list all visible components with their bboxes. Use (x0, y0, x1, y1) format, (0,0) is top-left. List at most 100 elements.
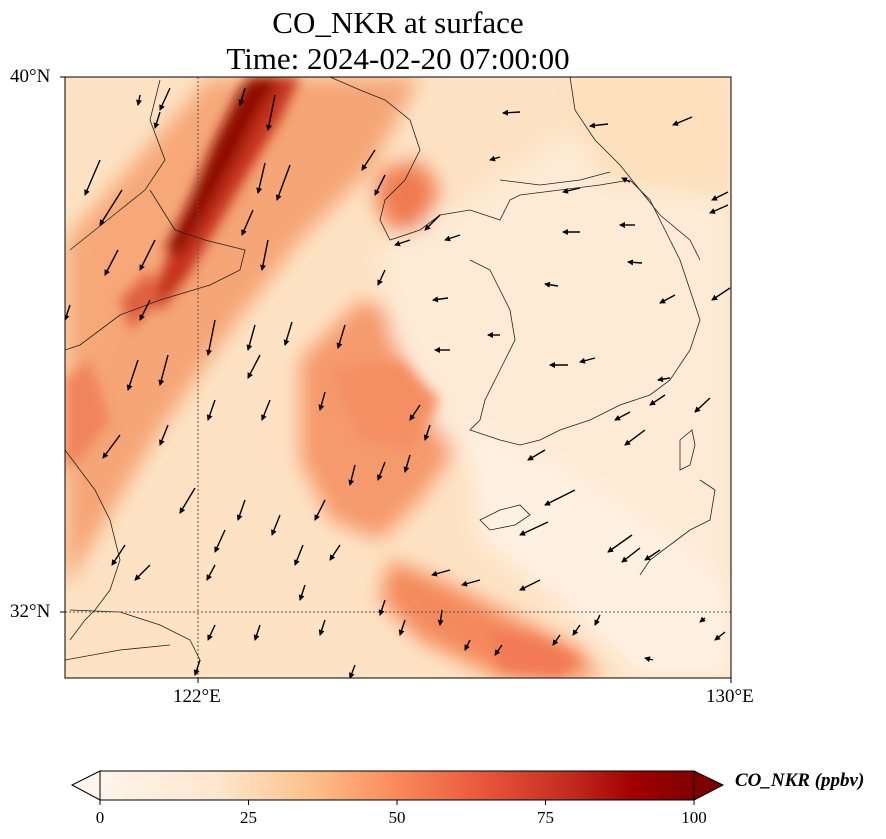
wind-arrow (134, 564, 151, 581)
wind-arrow (409, 404, 421, 421)
wind-arrow (336, 324, 346, 349)
colorbar-tick-75: 75 (537, 808, 554, 827)
wind-arrow (179, 487, 196, 514)
wind-arrow (214, 529, 226, 553)
wind-arrow (403, 454, 411, 473)
wind-arrow (423, 424, 431, 441)
map-title: CO_NKR at surface (272, 5, 524, 40)
wind-arrow (159, 424, 169, 446)
wind-arrow (102, 434, 121, 459)
wind-arrow (104, 249, 119, 276)
wind-arrow (314, 499, 326, 521)
wind-arrow (709, 204, 729, 214)
wind-arrow (236, 499, 246, 521)
wind-arrow (377, 269, 386, 286)
wind-arrow (644, 549, 661, 561)
wind-arrow (589, 122, 609, 129)
wind-arrow (206, 399, 216, 421)
wind-arrow (562, 187, 581, 194)
lon-label-122e: 122°E (173, 686, 221, 707)
wind-arrow (256, 162, 266, 194)
wind-arrow (659, 294, 676, 304)
wind-vectors (65, 87, 731, 678)
wind-arrow (139, 299, 151, 321)
gridlines (65, 77, 731, 678)
colorbar-tick-0: 0 (95, 808, 105, 827)
wind-arrow (361, 149, 376, 171)
wind-arrow (206, 564, 216, 581)
wind-arrow (714, 631, 726, 641)
colorbar-extend-min (70, 770, 101, 801)
map-frame (64, 76, 732, 679)
lon-label-130e: 130°E (706, 686, 754, 707)
axis-ticks (60, 76, 732, 683)
wind-arrow (607, 534, 633, 553)
wind-arrow (489, 155, 501, 162)
lat-label-32n: 32°N (10, 601, 51, 622)
wind-arrow (519, 521, 549, 536)
wind-arrow (711, 191, 729, 201)
wind-arrow (672, 116, 693, 126)
wind-arrow (136, 94, 142, 106)
wind-arrow (348, 664, 356, 678)
lat-label-40n: 40°N (10, 66, 51, 87)
wind-arrow (65, 304, 71, 321)
wind-arrow (621, 547, 641, 563)
wind-arrow (649, 394, 666, 406)
wind-arrow (298, 584, 306, 601)
wind-arrow (699, 616, 706, 623)
wind-arrow (494, 644, 503, 656)
wind-arrow (294, 544, 304, 566)
wind-arrow (271, 514, 281, 536)
wind-arrow (624, 429, 646, 446)
wind-arrow (614, 411, 631, 421)
wind-arrow (552, 634, 561, 646)
wind-arrow (377, 461, 386, 481)
wind-arrow (437, 609, 444, 626)
concentration-field (65, 77, 731, 678)
wind-arrow (432, 296, 449, 303)
wind-arrow (621, 177, 631, 183)
wind-arrow (424, 214, 441, 231)
colorbar-gradient (99, 770, 695, 801)
wind-arrow (398, 619, 406, 636)
wind-arrow (99, 189, 123, 226)
wind-arrow (544, 281, 559, 288)
wind-arrow (261, 399, 271, 421)
wind-arrow (594, 614, 601, 626)
wind-arrow (246, 324, 256, 351)
wind-arrow (329, 544, 341, 561)
colorbar-tick-50: 50 (388, 808, 406, 827)
wind-arrow (159, 87, 171, 111)
wind-arrow (275, 164, 291, 201)
wind-arrow (266, 94, 276, 131)
colorbar-extend-max (693, 770, 725, 801)
wind-arrow (126, 359, 139, 391)
wind-arrow (241, 209, 254, 236)
wind-arrow (544, 489, 576, 506)
wind-arrow (444, 234, 461, 242)
colorbar (70, 770, 725, 805)
wind-arrow (247, 354, 261, 379)
colorbar-tick-25: 25 (240, 808, 257, 827)
wind-arrow (394, 239, 411, 247)
wind-arrow (283, 321, 293, 346)
colorbar-label: CO_NKR (ppbv) (735, 770, 865, 791)
wind-arrow (502, 109, 521, 116)
wind-arrow (238, 87, 246, 106)
wind-arrow (84, 159, 101, 196)
wind-arrow (153, 111, 161, 129)
wind-arrow (193, 659, 201, 676)
wind-arrow (644, 656, 654, 663)
wind-arrow (694, 397, 711, 413)
wind-arrow (207, 624, 216, 641)
wind-arrow (464, 639, 471, 651)
wind-arrow (378, 599, 386, 616)
wind-arrow (139, 239, 156, 271)
wind-arrow (260, 239, 269, 271)
wind-arrow (579, 357, 596, 364)
wind-arrow (318, 391, 326, 411)
wind-arrow (519, 579, 541, 591)
wind-arrow (527, 449, 546, 461)
